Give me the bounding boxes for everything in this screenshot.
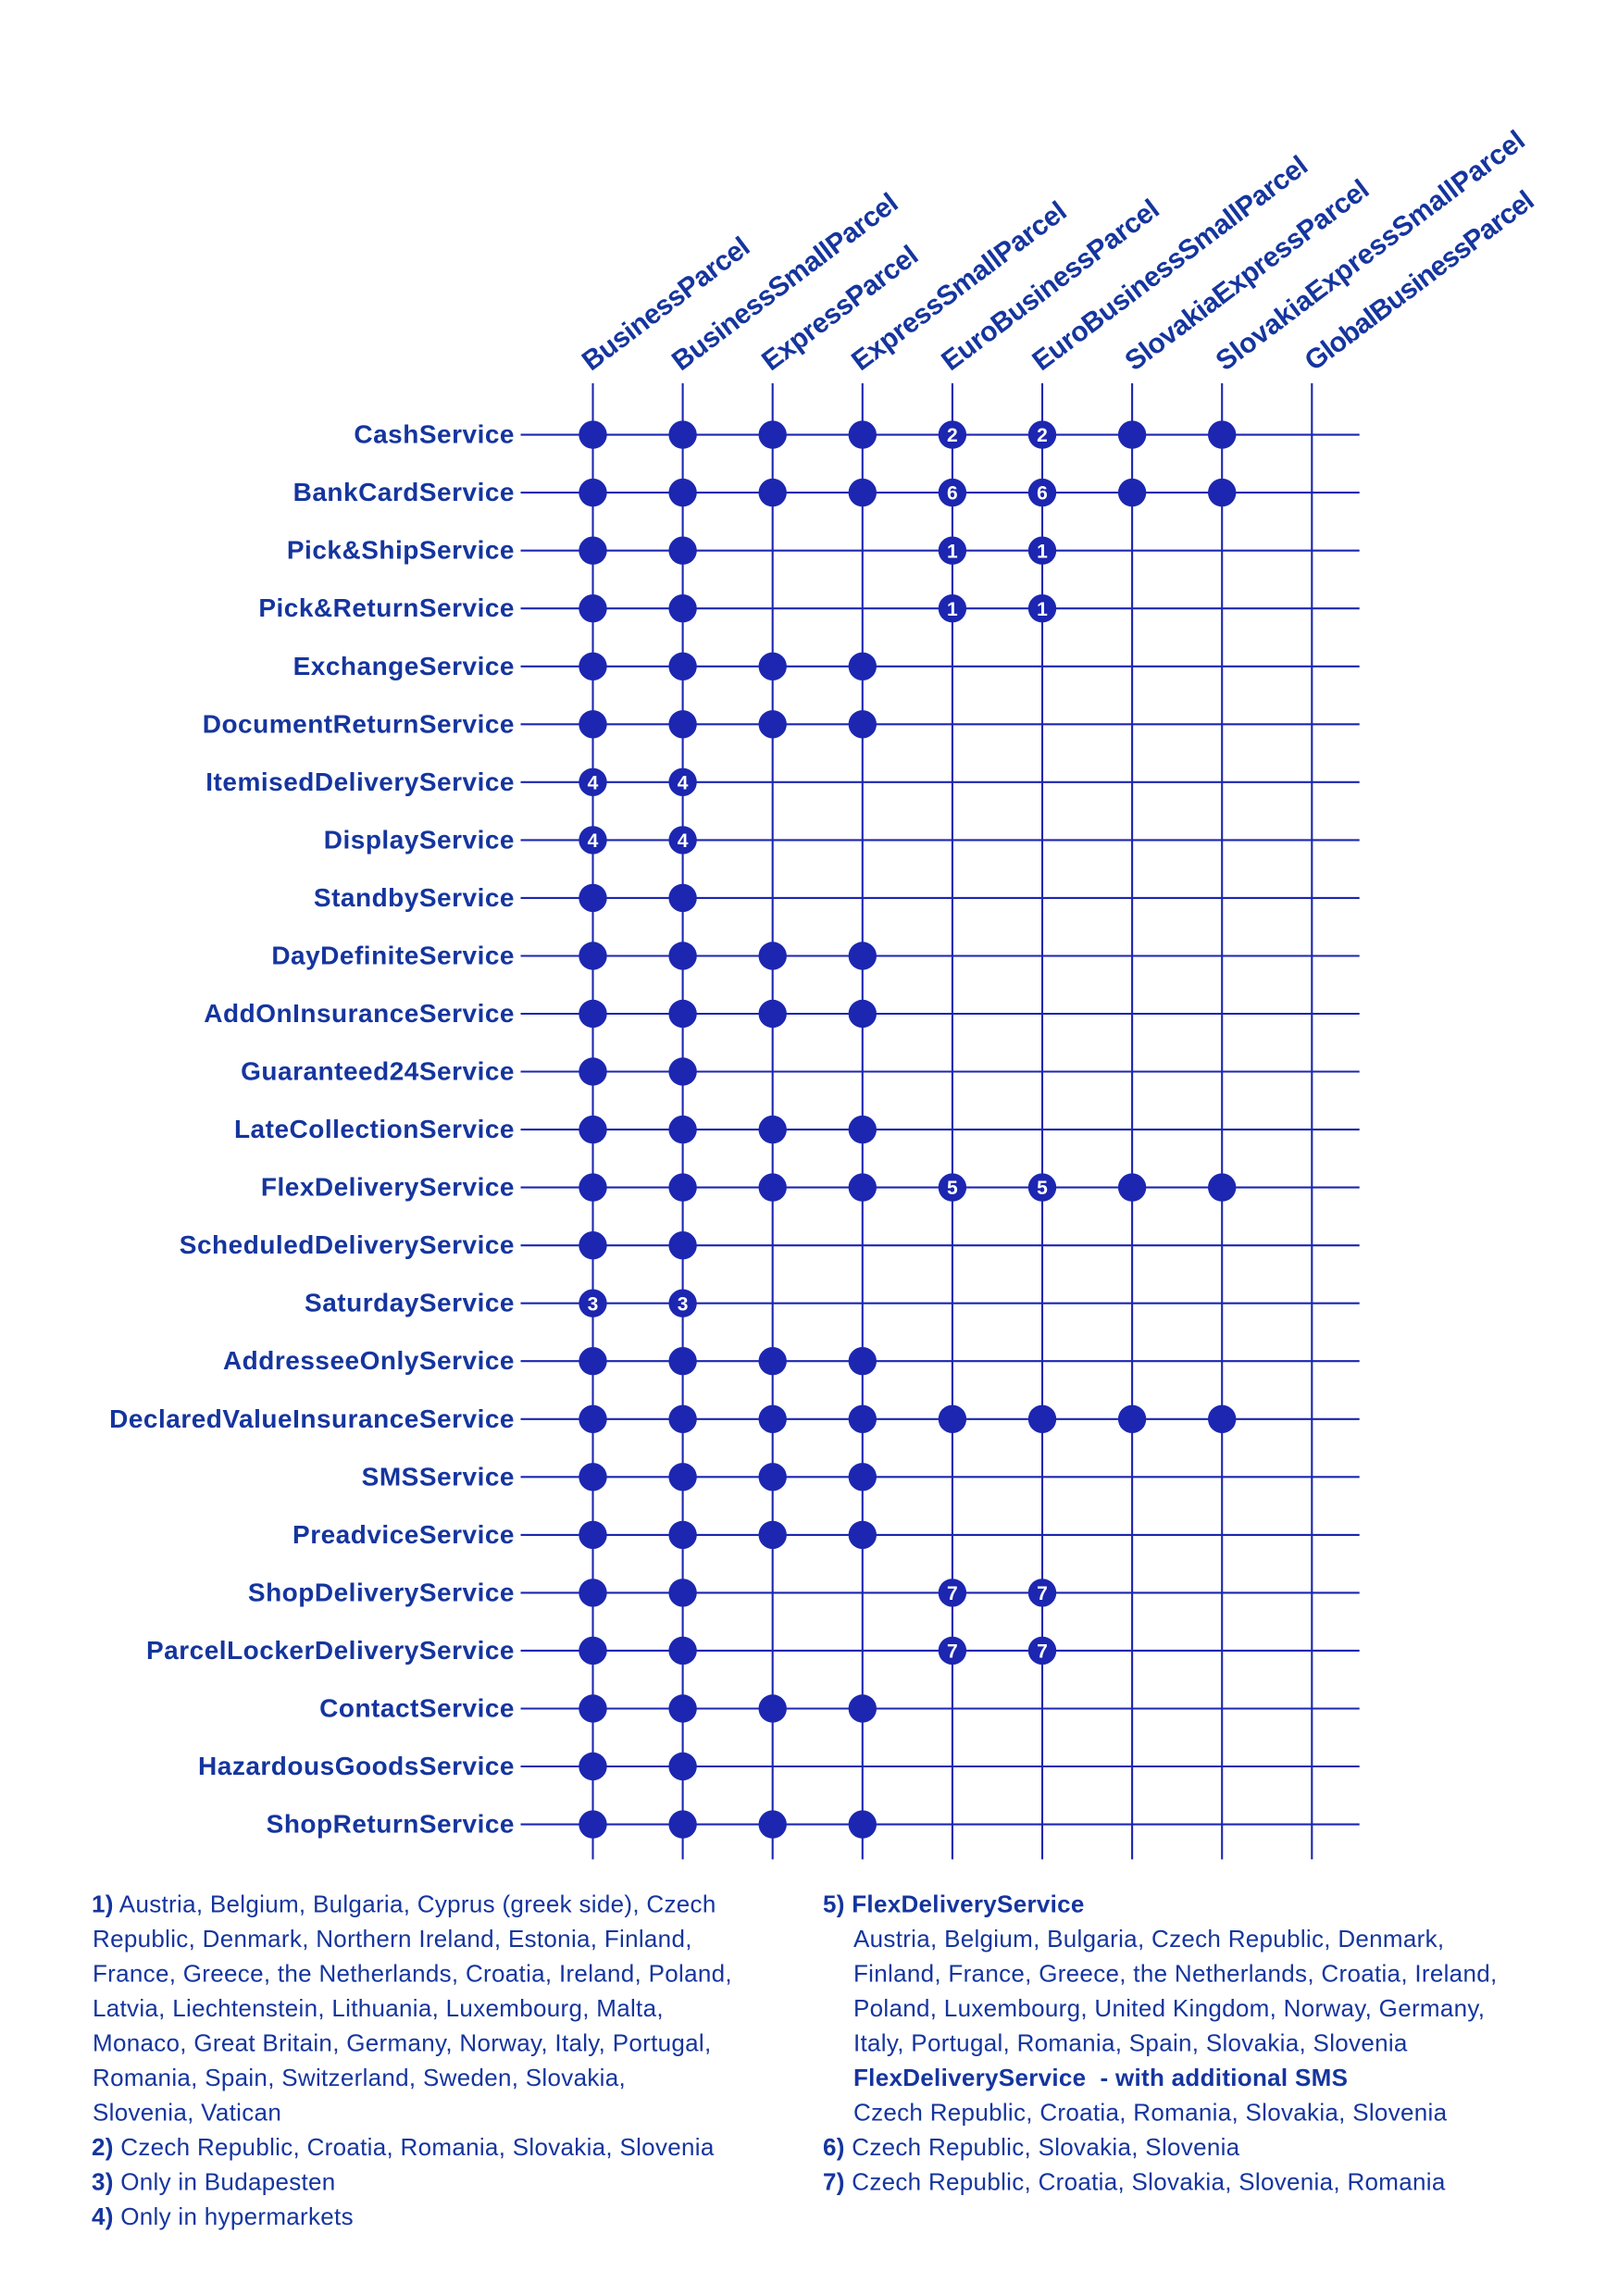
svg-text:SMSService: SMSService bbox=[362, 1462, 515, 1491]
svg-text:4: 4 bbox=[678, 830, 689, 852]
svg-text:1: 1 bbox=[947, 541, 958, 562]
svg-text:Guaranteed24Service: Guaranteed24Service bbox=[241, 1057, 515, 1086]
svg-text:ContactService: ContactService bbox=[319, 1694, 515, 1723]
svg-text:4) Only in hypermarkets: 4) Only in hypermarkets bbox=[92, 2202, 354, 2230]
svg-text:6) Czech Republic, Slovakia, S: 6) Czech Republic, Slovakia, Slovenia bbox=[823, 2133, 1240, 2161]
svg-text:BankCardService: BankCardService bbox=[293, 478, 515, 506]
svg-text:7) Czech Republic, Croatia, Sl: 7) Czech Republic, Croatia, Slovakia, Sl… bbox=[823, 2167, 1446, 2195]
svg-text:Slovenia, Vatican: Slovenia, Vatican bbox=[93, 2098, 281, 2126]
svg-text:HazardousGoodsService: HazardousGoodsService bbox=[198, 1752, 515, 1780]
svg-text:5) FlexDeliveryService: 5) FlexDeliveryService bbox=[823, 1890, 1085, 1918]
svg-text:Latvia, Liechtenstein, Lithuan: Latvia, Liechtenstein, Lithuania, Luxemb… bbox=[93, 1994, 664, 2022]
svg-text:AddresseeOnlyService: AddresseeOnlyService bbox=[223, 1346, 515, 1375]
svg-text:DeclaredValueInsuranceService: DeclaredValueInsuranceService bbox=[109, 1404, 515, 1433]
svg-text:4: 4 bbox=[588, 830, 599, 852]
svg-text:4: 4 bbox=[678, 772, 689, 793]
svg-text:7: 7 bbox=[947, 1641, 958, 1663]
svg-text:7: 7 bbox=[1037, 1641, 1048, 1663]
svg-text:France, Greece, the Netherland: France, Greece, the Netherlands, Croatia… bbox=[93, 1960, 732, 1988]
svg-text:Romania, Spain, Switzerland, S: Romania, Spain, Switzerland, Sweden, Slo… bbox=[93, 2064, 626, 2091]
svg-text:6: 6 bbox=[947, 483, 958, 505]
svg-text:AddOnInsuranceService: AddOnInsuranceService bbox=[204, 999, 515, 1028]
svg-text:FlexDeliveryService - with ad: FlexDeliveryService - with additional SM… bbox=[853, 2064, 1348, 2091]
svg-text:4: 4 bbox=[588, 772, 599, 793]
svg-text:PreadviceService: PreadviceService bbox=[292, 1520, 515, 1549]
svg-text:2: 2 bbox=[947, 425, 958, 446]
svg-text:2: 2 bbox=[1037, 425, 1048, 446]
svg-text:FlexDeliveryService: FlexDeliveryService bbox=[261, 1173, 515, 1202]
svg-text:CashService: CashService bbox=[354, 420, 515, 449]
svg-text:5: 5 bbox=[1037, 1178, 1048, 1199]
svg-text:7: 7 bbox=[947, 1583, 958, 1604]
svg-text:Monaco, Great Britain, Germany: Monaco, Great Britain, Germany, Norway, … bbox=[93, 2029, 712, 2057]
svg-text:ScheduledDeliveryService: ScheduledDeliveryService bbox=[180, 1230, 515, 1259]
svg-text:SaturdayService: SaturdayService bbox=[305, 1289, 515, 1317]
svg-text:1: 1 bbox=[1037, 599, 1048, 620]
svg-text:DayDefiniteService: DayDefiniteService bbox=[271, 942, 515, 970]
svg-text:ItemisedDeliveryService: ItemisedDeliveryService bbox=[205, 767, 515, 796]
svg-text:Pick&ShipService: Pick&ShipService bbox=[287, 536, 515, 565]
svg-text:1: 1 bbox=[947, 599, 958, 620]
svg-text:6: 6 bbox=[1037, 483, 1048, 505]
svg-text:1) Austria, Belgium, Bulgaria,: 1) Austria, Belgium, Bulgaria, Cyprus (g… bbox=[92, 1890, 716, 1918]
svg-text:LateCollectionService: LateCollectionService bbox=[234, 1115, 515, 1143]
svg-text:3) Only in Budapesten: 3) Only in Budapesten bbox=[92, 2167, 336, 2195]
svg-text:1: 1 bbox=[1037, 541, 1048, 562]
svg-text:5: 5 bbox=[947, 1178, 958, 1199]
svg-text:Finland, France, Greece, the N: Finland, France, Greece, the Netherlands… bbox=[853, 1960, 1498, 1988]
svg-text:3: 3 bbox=[588, 1293, 599, 1315]
svg-text:Poland, Luxembourg, United Kin: Poland, Luxembourg, United Kingdom, Norw… bbox=[853, 1994, 1485, 2022]
svg-text:ShopDeliveryService: ShopDeliveryService bbox=[248, 1578, 515, 1606]
svg-text:Czech Republic, Croatia, Roman: Czech Republic, Croatia, Romania, Slovak… bbox=[853, 2098, 1448, 2126]
svg-text:7: 7 bbox=[1037, 1583, 1048, 1604]
svg-text:DocumentReturnService: DocumentReturnService bbox=[203, 709, 515, 738]
svg-text:DisplayService: DisplayService bbox=[324, 825, 515, 854]
svg-text:ParcelLockerDeliveryService: ParcelLockerDeliveryService bbox=[146, 1636, 515, 1665]
svg-text:Republic, Denmark, Northern Ir: Republic, Denmark, Northern Ireland, Est… bbox=[93, 1925, 692, 1953]
svg-text:Italy, Portugal, Romania, Spai: Italy, Portugal, Romania, Spain, Slovaki… bbox=[853, 2029, 1408, 2057]
svg-text:Pick&ReturnService: Pick&ReturnService bbox=[258, 593, 515, 622]
svg-text:Austria, Belgium, Bulgaria, Cz: Austria, Belgium, Bulgaria, Czech Republ… bbox=[853, 1925, 1444, 1953]
svg-text:3: 3 bbox=[678, 1293, 689, 1315]
svg-text:ShopReturnService: ShopReturnService bbox=[267, 1810, 515, 1839]
svg-text:2) Czech Republic, Croatia, Ro: 2) Czech Republic, Croatia, Romania, Slo… bbox=[92, 2133, 715, 2161]
svg-text:ExchangeService: ExchangeService bbox=[293, 652, 515, 680]
svg-text:StandbyService: StandbyService bbox=[314, 883, 515, 912]
